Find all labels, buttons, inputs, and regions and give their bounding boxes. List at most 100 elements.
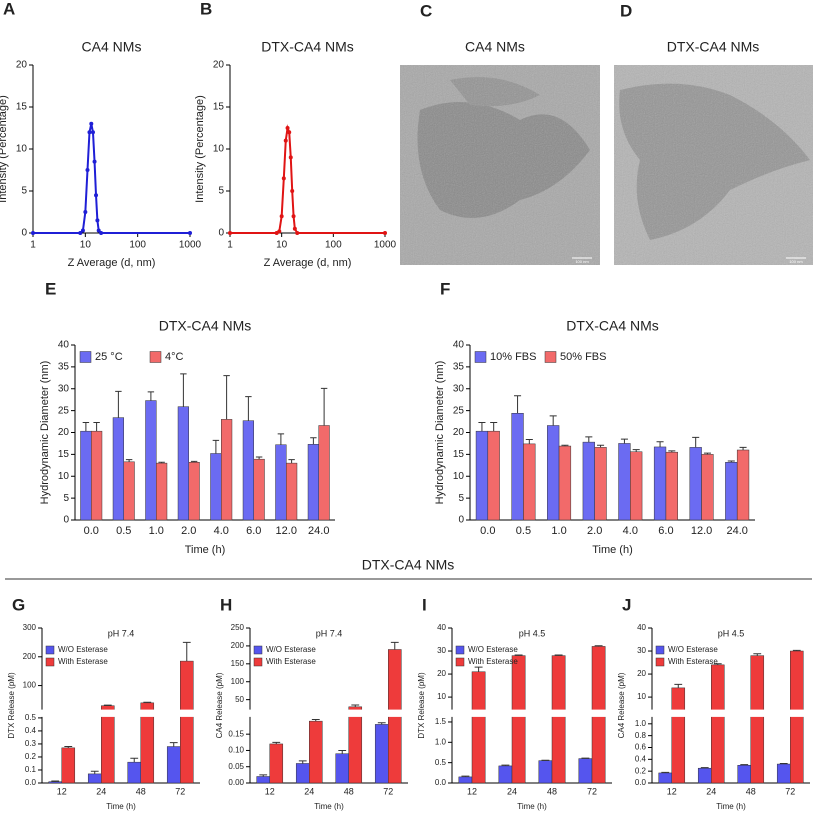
bar — [475, 430, 489, 521]
y-tick-label: 0.0 — [25, 778, 37, 787]
y-tick-label: 30 — [637, 646, 646, 655]
bar — [547, 425, 560, 521]
chart-title: DTX-CA4 NMs — [261, 39, 354, 55]
scale-bar-label: 100 nm — [575, 259, 589, 264]
bar — [658, 772, 673, 784]
x-tick-label: 48 — [136, 786, 146, 796]
y-tick-label: 0.4 — [25, 726, 37, 735]
point — [287, 130, 292, 135]
x-tick-label: 1000 — [179, 240, 202, 251]
image-title: CA4 NMs — [465, 39, 525, 55]
error-bar — [792, 649, 801, 652]
error-bar — [310, 437, 317, 445]
y-tick-label: 10 — [437, 692, 446, 701]
error-bar — [272, 741, 281, 744]
legend-swatch — [45, 645, 55, 655]
x-tick-label: 48 — [344, 786, 354, 796]
bar — [374, 724, 389, 784]
bar — [295, 763, 310, 784]
legend-swatch — [45, 657, 55, 667]
bar — [80, 430, 92, 521]
error-bar — [82, 421, 90, 432]
bar — [87, 773, 102, 784]
x-tick-label: 1.0 — [551, 525, 566, 537]
point — [383, 231, 387, 235]
y-tick-label: 200 — [231, 641, 245, 650]
bar — [91, 430, 103, 521]
bar — [790, 650, 804, 784]
x-tick-label: 12 — [265, 786, 275, 796]
y-axis-label: DTX Release (pM) — [7, 672, 16, 739]
error-bar — [632, 449, 640, 452]
y-tick-label: 1.5 — [435, 717, 447, 726]
error-bar — [674, 683, 683, 688]
y-tick-label: 5 — [218, 186, 224, 197]
error-bar — [259, 774, 268, 777]
legend-label: W/O Esterase — [266, 645, 316, 654]
error-bar — [147, 391, 155, 401]
bar — [101, 705, 115, 784]
bar — [701, 454, 714, 521]
x-tick-label: 48 — [746, 786, 756, 796]
point — [292, 226, 297, 231]
y-tick-label: 30 — [58, 383, 70, 394]
legend-label: 25 °C — [95, 351, 123, 363]
bar — [498, 765, 513, 784]
point — [78, 231, 83, 235]
panel-letter: C — [420, 1, 432, 20]
y-axis-label: CA4 Release (pM) — [215, 672, 224, 738]
y-tick-label: 10 — [58, 471, 70, 482]
legend-swatch — [253, 657, 263, 667]
error-bar — [490, 421, 498, 432]
error-bar — [594, 645, 603, 647]
chart-subtitle: pH 7.4 — [316, 628, 343, 638]
bar — [594, 447, 607, 521]
error-bar — [713, 663, 722, 665]
error-bar — [169, 742, 178, 747]
y-tick-label: 20 — [16, 60, 28, 71]
y-tick-label: 5 — [21, 186, 27, 197]
legend-label: With Esterase — [58, 657, 108, 666]
error-bar — [351, 704, 360, 707]
tem-image-c: CA4 NMs 100 nm C — [400, 1, 600, 265]
y-tick-label: 15 — [16, 102, 28, 113]
y-tick-label: 0.2 — [25, 752, 37, 761]
y-axis-label: Hydrodynamic Diameter (nm) — [39, 361, 51, 505]
legend-swatch — [655, 657, 665, 667]
y-tick-label: 0.2 — [635, 766, 647, 775]
chart-title: CA4 NMs — [82, 39, 142, 55]
error-bar — [255, 456, 263, 460]
error-bar — [93, 421, 100, 432]
bar — [523, 443, 536, 521]
point — [188, 231, 192, 235]
x-axis-label: Time (h) — [106, 802, 136, 811]
point — [83, 210, 88, 214]
y-tick-label: 150 — [231, 659, 245, 668]
bar — [551, 655, 566, 784]
legend-label: 50% FBS — [560, 351, 606, 363]
point — [228, 231, 232, 235]
error-bar — [656, 441, 664, 447]
error-bar — [180, 373, 187, 407]
chart-subtitle: pH 7.4 — [108, 628, 135, 638]
y-tick-label: 0.10 — [228, 746, 244, 755]
y-tick-label: 30 — [437, 646, 446, 655]
y-tick-label: 0.0 — [435, 778, 447, 787]
y-tick-label: 25 — [453, 405, 465, 416]
y-tick-label: 25 — [58, 405, 70, 416]
x-tick-label: 72 — [587, 786, 597, 796]
x-tick-label: 6.0 — [658, 525, 673, 537]
y-tick-label: 40 — [58, 340, 70, 351]
x-axis-label: Time (h) — [517, 802, 547, 811]
error-bar — [103, 704, 112, 706]
error-bar — [501, 764, 510, 766]
bar — [665, 451, 678, 521]
point — [31, 231, 35, 235]
panel-letter: H — [220, 595, 232, 614]
bar — [275, 444, 287, 521]
y-tick-label: 10 — [213, 144, 225, 155]
y-tick-label: 20 — [637, 669, 646, 678]
y-tick-label: 10 — [16, 144, 28, 155]
error-bar — [338, 749, 347, 754]
bar — [256, 776, 270, 784]
